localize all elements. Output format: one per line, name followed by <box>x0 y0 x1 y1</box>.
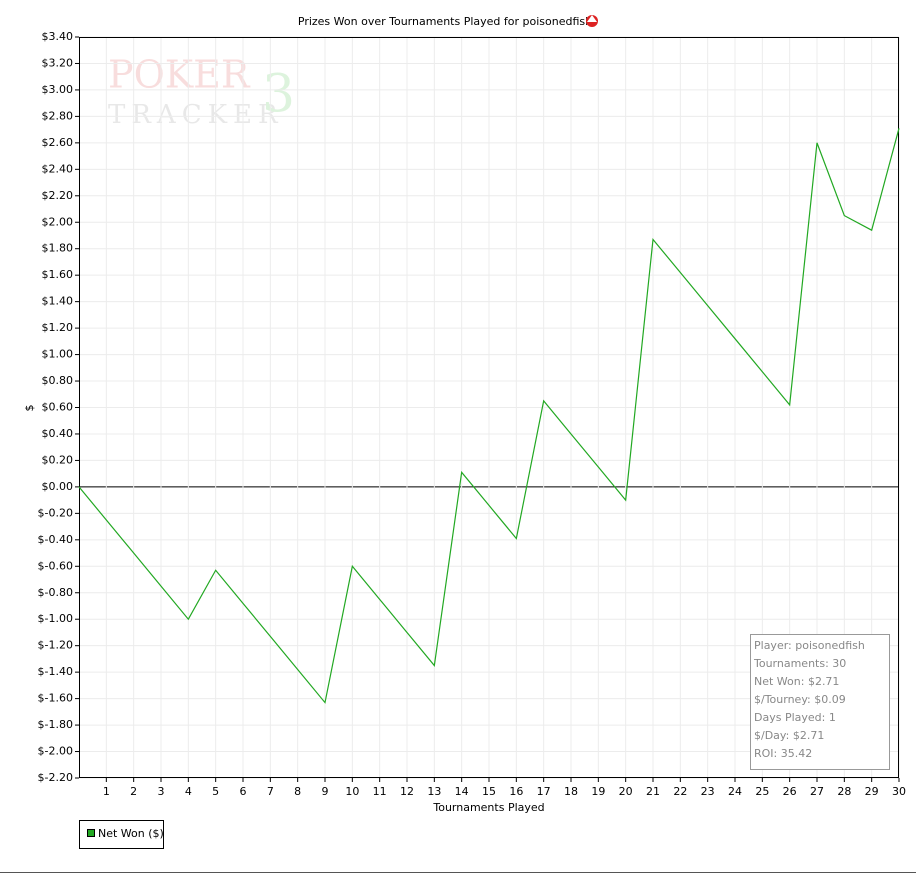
y-tick-label: $3.20 <box>42 56 74 69</box>
x-tick-label: 20 <box>619 785 633 798</box>
stats-line: Days Played: 1 <box>754 711 836 724</box>
x-tick-label: 5 <box>212 785 219 798</box>
y-tick-label: $3.40 <box>42 30 74 43</box>
x-tick-label: 21 <box>646 785 660 798</box>
x-tick-label: 15 <box>482 785 496 798</box>
y-tick-label: $1.20 <box>42 321 74 334</box>
y-tick-label: $2.80 <box>42 109 74 122</box>
x-tick-label: 28 <box>837 785 851 798</box>
x-tick-label: 2 <box>130 785 137 798</box>
grid: $3.40 $3.20 $3.00 $2.80 $2.60 $2.40 $2.20 $2.00… <box>38 30 906 798</box>
y-tick-label: $-1.00 <box>38 612 73 625</box>
plot-frame <box>79 37 899 778</box>
y-tick-label: $0.80 <box>42 374 74 387</box>
watermark-bottom: TRACKER <box>108 100 284 130</box>
y-tick-label: $-1.60 <box>38 692 73 705</box>
x-tick-label: 9 <box>322 785 329 798</box>
x-tick-label: 7 <box>267 785 274 798</box>
x-tick-label: 14 <box>455 785 469 798</box>
x-tick-label: 12 <box>400 785 414 798</box>
stats-line: Net Won: $2.71 <box>754 675 839 688</box>
y-tick-label: $-0.40 <box>38 533 73 546</box>
legend: Net Won ($) <box>79 820 164 849</box>
legend-label: Net Won ($) <box>98 827 164 840</box>
y-tick-label: $2.60 <box>42 136 74 149</box>
y-tick-label: $0.20 <box>42 453 74 466</box>
stats-box: Player: poisonedfish Tournaments: 30 Net W… <box>750 634 890 770</box>
x-tick-label: 6 <box>240 785 247 798</box>
x-tick-label: 4 <box>185 785 192 798</box>
series-line <box>78 128 900 704</box>
watermark-badge: 3 <box>262 65 295 125</box>
stats-line: $/Day: $2.71 <box>754 729 824 742</box>
y-tick-label: $0.60 <box>42 401 74 414</box>
x-tick-label: 25 <box>755 785 769 798</box>
stats-frame <box>750 634 890 770</box>
stats-line: ROI: 35.42 <box>754 747 812 760</box>
stats-line: Tournaments: 30 <box>753 657 846 670</box>
x-tick-label: 27 <box>810 785 824 798</box>
y-tick-label: $1.60 <box>42 268 74 281</box>
y-tick-label: $-0.20 <box>38 506 73 519</box>
y-tick-label: $0.00 <box>42 480 74 493</box>
x-tick-label: 1 <box>103 785 110 798</box>
watermark: POKER TRACKER 3 <box>108 53 295 131</box>
x-tick-label: 24 <box>728 785 742 798</box>
chart-title: Prizes Won over Tournaments Played for p… <box>298 15 592 28</box>
stats-line: Player: poisonedfish <box>754 639 865 652</box>
y-tick-label: $1.00 <box>42 348 74 361</box>
y-tick-label: $-2.20 <box>38 771 73 784</box>
x-axis-label: Tournaments Played <box>432 801 544 814</box>
x-tick-label: 13 <box>427 785 441 798</box>
stats-line: $/Tourney: $0.09 <box>754 693 846 706</box>
legend-swatch <box>87 829 95 837</box>
x-tick-label: 23 <box>701 785 715 798</box>
y-tick-label: $-1.40 <box>38 665 73 678</box>
y-tick-label: $-0.80 <box>38 586 73 599</box>
watermark-top: POKER <box>108 53 251 97</box>
y-tick-label: $2.20 <box>42 189 74 202</box>
y-tick-label: $3.00 <box>42 83 74 96</box>
y-tick-label: $-0.60 <box>38 559 73 572</box>
y-tick-label: $1.40 <box>42 295 74 308</box>
x-tick-label: 3 <box>158 785 165 798</box>
y-tick-label: $0.40 <box>42 427 74 440</box>
x-tick-label: 16 <box>509 785 523 798</box>
x-tick-label: 18 <box>564 785 578 798</box>
y-tick-label: $2.40 <box>42 162 74 175</box>
y-tick-label: $-1.80 <box>38 718 73 731</box>
x-tick-label: 8 <box>294 785 301 798</box>
x-tick-label: 10 <box>345 785 359 798</box>
y-tick-label: $-1.20 <box>38 639 73 652</box>
x-tick-label: 19 <box>591 785 605 798</box>
y-axis-label: $ <box>23 405 36 412</box>
y-tick-label: $-2.00 <box>38 745 73 758</box>
x-tick-label: 29 <box>865 785 879 798</box>
spade-icon <box>586 15 598 27</box>
x-tick-label: 30 <box>892 785 906 798</box>
x-tick-label: 17 <box>537 785 551 798</box>
x-tick-label: 26 <box>783 785 797 798</box>
x-tick-label: 22 <box>673 785 687 798</box>
x-tick-label: 11 <box>373 785 387 798</box>
y-tick-label: $1.80 <box>42 242 74 255</box>
y-tick-label: $2.00 <box>42 215 74 228</box>
